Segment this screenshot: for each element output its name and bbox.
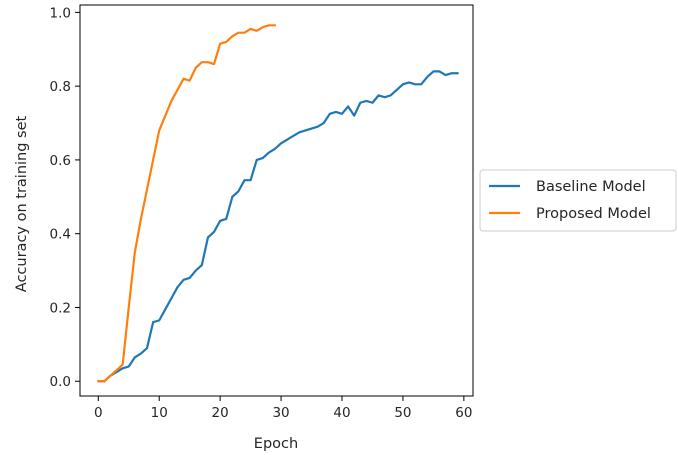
- y-tick-label: 0.2: [50, 300, 71, 316]
- x-tick-label: 20: [212, 405, 229, 421]
- x-tick-label: 60: [455, 405, 472, 421]
- x-tick-label: 30: [272, 405, 289, 421]
- y-tick-label: 0.0: [50, 374, 71, 390]
- series-line-baseline: [97, 70, 459, 383]
- x-tick-label: 40: [333, 405, 350, 421]
- y-tick-label: 0.8: [50, 79, 71, 95]
- series-line-proposed: [97, 24, 277, 383]
- legend-label-baseline: Baseline Model: [536, 179, 646, 195]
- legend-frame: [479, 169, 677, 232]
- legend-label-proposed: Proposed Model: [536, 206, 651, 222]
- x-tick-label: 10: [151, 405, 168, 421]
- legend: Baseline Model Proposed Model: [479, 169, 677, 232]
- plot-area: [97, 24, 459, 383]
- x-axis-title: Epoch: [254, 436, 298, 452]
- axes: 0 10 20 30 40 50 60 0.0 0.2 0.4 0.6 0.8 1.0: [50, 4, 474, 421]
- y-tick-label: 0.4: [50, 227, 71, 243]
- y-tick-label: 0.6: [50, 153, 71, 169]
- x-tick-label: 50: [394, 405, 411, 421]
- axes-frame: [79, 4, 474, 397]
- x-tick-label: 0: [94, 405, 103, 421]
- y-tick-label: 1.0: [50, 5, 71, 21]
- y-axis-title: Accuracy on training set: [14, 115, 30, 292]
